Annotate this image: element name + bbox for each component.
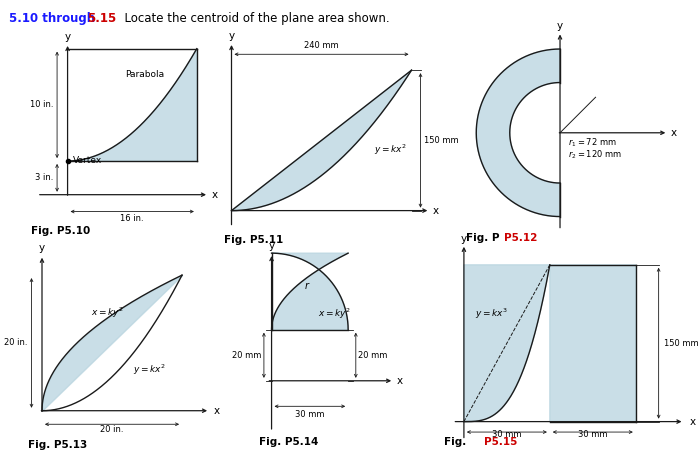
Text: x: x: [211, 190, 218, 200]
Text: y: y: [64, 32, 71, 42]
Polygon shape: [476, 49, 560, 217]
Text: 150 mm: 150 mm: [664, 339, 699, 348]
Text: y: y: [461, 234, 467, 244]
Text: 10 in.: 10 in.: [30, 100, 54, 110]
Text: $y = kx^2$: $y = kx^2$: [374, 142, 407, 157]
Text: x: x: [397, 376, 402, 386]
Text: 240 mm: 240 mm: [304, 41, 339, 50]
Text: $r_1 = 72$ mm: $r_1 = 72$ mm: [568, 136, 617, 149]
Text: $r_2 = 120$ mm: $r_2 = 120$ mm: [568, 149, 622, 161]
Text: 5.10 through: 5.10 through: [9, 12, 99, 25]
Text: $x = ky^2$: $x = ky^2$: [91, 306, 124, 320]
Text: r: r: [304, 281, 309, 291]
Text: P5.12: P5.12: [504, 233, 538, 243]
Text: Fig. P: Fig. P: [466, 233, 499, 243]
Text: y: y: [39, 243, 45, 254]
Text: y: y: [269, 241, 274, 251]
Text: 20 mm: 20 mm: [232, 351, 261, 360]
Text: 3 in.: 3 in.: [36, 173, 54, 183]
Text: 16 in.: 16 in.: [120, 213, 144, 222]
Text: P5.15: P5.15: [484, 437, 517, 446]
Text: $x = ky^2$: $x = ky^2$: [318, 307, 351, 321]
Text: x: x: [671, 128, 676, 138]
Text: $y = kx^3$: $y = kx^3$: [475, 307, 508, 321]
Text: $y = kx^2$: $y = kx^2$: [133, 363, 166, 377]
Text: Fig. P5.11: Fig. P5.11: [224, 235, 284, 245]
Text: 20 in.: 20 in.: [100, 425, 124, 434]
Text: 20 mm: 20 mm: [358, 351, 388, 360]
Text: Vertex: Vertex: [74, 156, 102, 166]
Polygon shape: [464, 265, 636, 422]
Text: y: y: [557, 22, 563, 31]
Text: 30 mm: 30 mm: [578, 430, 608, 439]
Text: 5.15: 5.15: [88, 12, 117, 25]
Text: 20 in.: 20 in.: [4, 338, 28, 347]
Text: Fig. P5.13: Fig. P5.13: [28, 440, 88, 450]
Polygon shape: [232, 70, 412, 211]
Text: 30 mm: 30 mm: [492, 430, 522, 439]
Polygon shape: [272, 253, 348, 330]
Text: Locate the centroid of the plane area shown.: Locate the centroid of the plane area sh…: [117, 12, 389, 25]
Text: x: x: [433, 205, 439, 216]
Text: y: y: [228, 31, 235, 41]
Text: Fig. P5.10: Fig. P5.10: [32, 226, 90, 236]
Text: x: x: [690, 417, 696, 427]
Text: Fig. P5.14: Fig. P5.14: [259, 437, 318, 446]
Polygon shape: [68, 49, 197, 161]
Text: Parabola: Parabola: [125, 70, 164, 79]
Text: 150 mm: 150 mm: [424, 136, 458, 145]
Text: 30 mm: 30 mm: [295, 410, 325, 418]
Text: x: x: [214, 406, 220, 416]
Text: Fig.: Fig.: [444, 437, 470, 446]
